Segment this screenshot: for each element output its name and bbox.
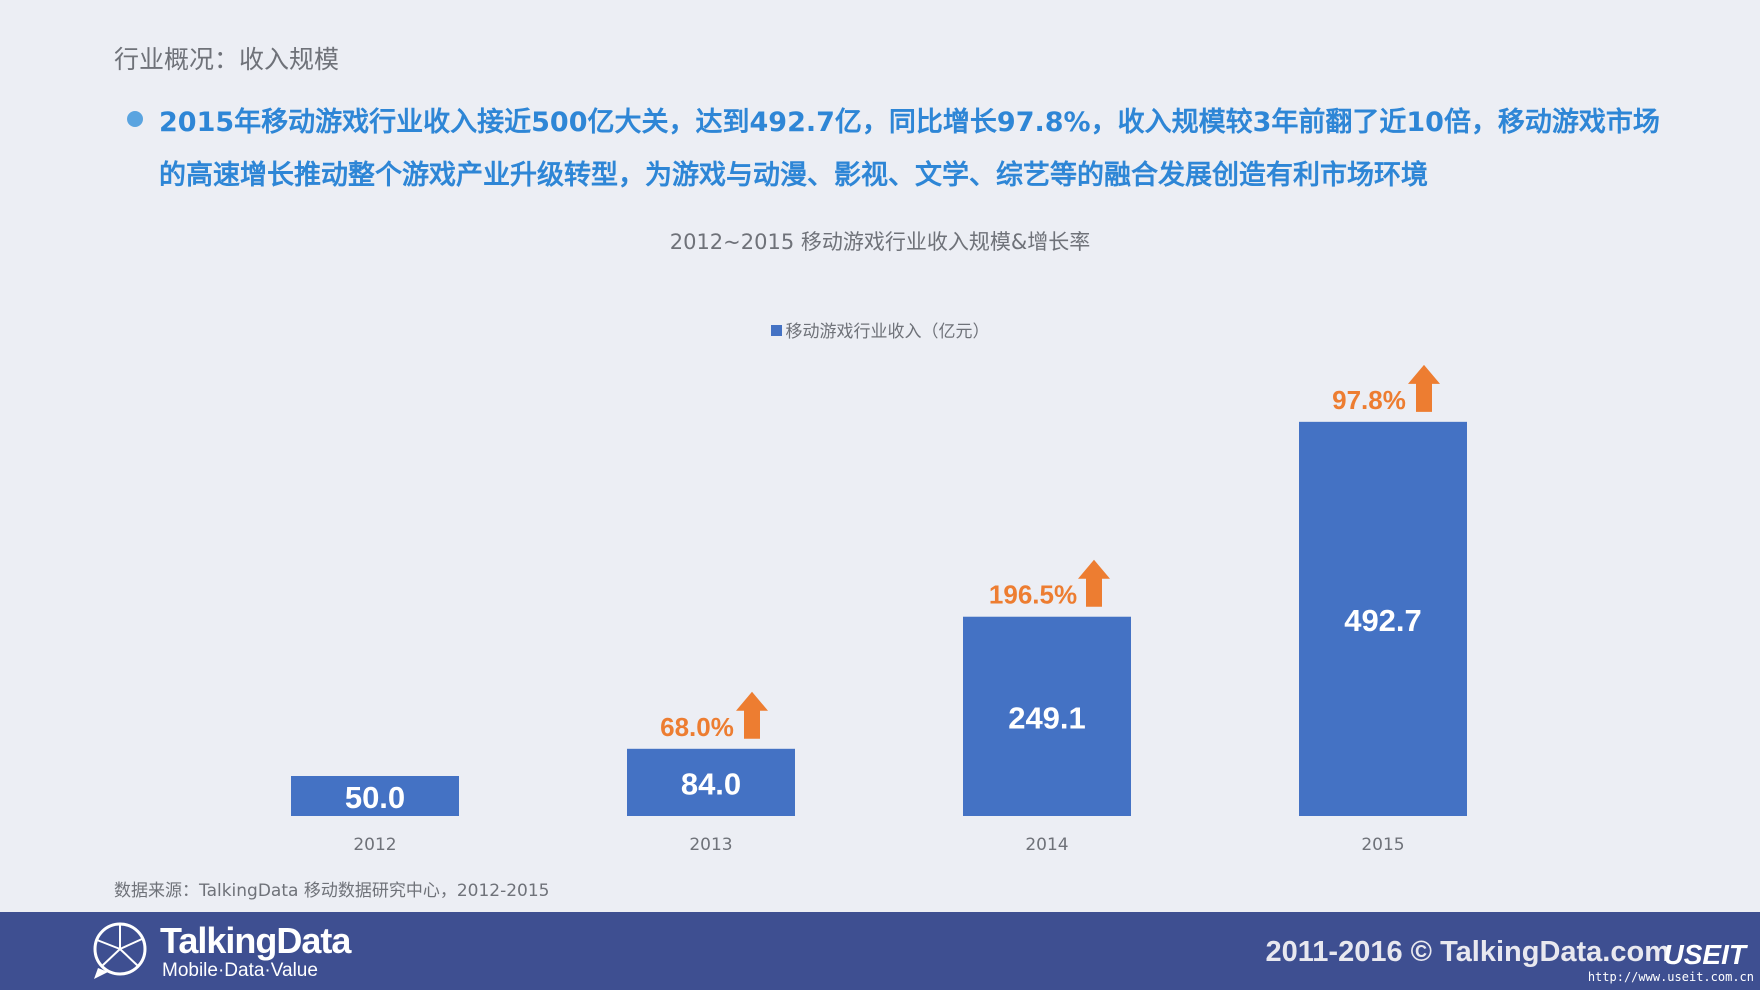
bar-value-label: 50.0 xyxy=(345,780,405,815)
logo-name: TalkingData xyxy=(160,920,351,961)
x-tick-label: 2015 xyxy=(1361,835,1404,855)
logo-tagline: Mobile·Data·Value xyxy=(162,960,318,981)
bar-2012 xyxy=(291,776,459,816)
legend-swatch xyxy=(770,325,782,336)
bar-2015 xyxy=(1299,421,1467,816)
up-arrow-icon xyxy=(1078,559,1110,607)
footer-bar: TalkingData Mobile·Data·Value 2011-2016 … xyxy=(0,912,1760,990)
x-tick-label: 2014 xyxy=(1025,835,1068,855)
growth-rate-label: 97.8% xyxy=(1332,385,1406,415)
growth-rate-label: 68.0% xyxy=(660,712,734,742)
source-note: 数据来源：TalkingData 移动数据研究中心，2012-2015 xyxy=(114,881,550,901)
legend-label: 移动游戏行业收入（亿元） xyxy=(785,322,990,342)
x-tick-label: 2013 xyxy=(689,835,732,855)
x-tick-label: 2012 xyxy=(353,835,396,855)
bar-2014 xyxy=(963,616,1131,816)
watermark-url: http://www.useit.com.cn xyxy=(1587,970,1754,984)
watermark: USEIT xyxy=(1663,939,1746,970)
copyright: 2011-2016 © TalkingData.com xyxy=(1265,936,1670,968)
up-arrow-icon xyxy=(1408,364,1440,412)
section-title: 行业概况：收入规模 xyxy=(114,45,340,74)
headline-text: 2015年移动游戏行业收入接近500亿大关，达到492.7亿，同比增长97.8%… xyxy=(159,107,1660,191)
headline: 2015年移动游戏行业收入接近500亿大关，达到492.7亿，同比增长97.8%… xyxy=(124,96,1664,202)
chart-title: 2012~2015 移动游戏行业收入规模&增长率 xyxy=(669,230,1091,254)
talkingdata-logo-icon xyxy=(93,922,147,979)
chart-legend: 移动游戏行业收入（亿元） xyxy=(0,317,1760,342)
bar-chart: 50.0 2012 84.0 2013 68.0% 249.1 2014 196.5% 492.… xyxy=(291,364,1467,855)
growth-rate-label: 196.5% xyxy=(989,580,1077,610)
bullet-icon xyxy=(127,111,143,127)
bar-value-label: 492.7 xyxy=(1344,603,1422,638)
bar-value-label: 84.0 xyxy=(681,766,741,801)
bar-value-label: 249.1 xyxy=(1008,700,1086,735)
bar-2013 xyxy=(627,748,795,816)
up-arrow-icon xyxy=(736,691,768,739)
